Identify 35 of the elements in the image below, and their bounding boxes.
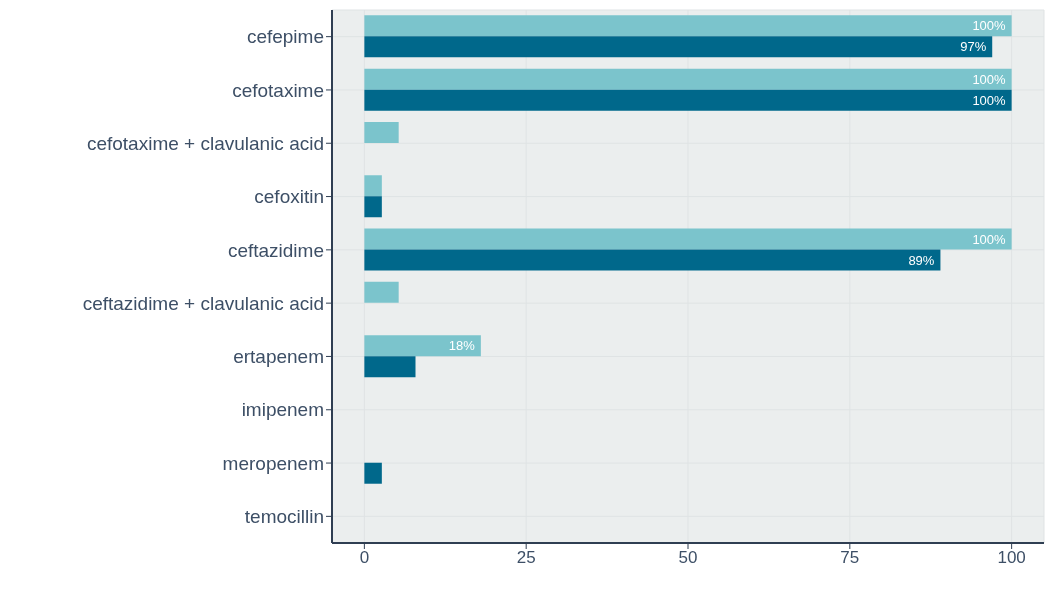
data-label: 89% [908,252,935,268]
x-tick-label: 0 [359,548,370,568]
bar [364,249,941,271]
y-tick-label: ceftazidime + clavulanic acid [82,292,324,314]
bar [364,89,1012,111]
y-tick-label: ertapenem [233,346,324,368]
bar [364,36,993,58]
bar [364,335,481,357]
bar [364,68,1012,90]
bar [364,15,1012,37]
y-tick-label: meropenem [222,452,324,474]
data-label: 97% [960,39,987,55]
bar [364,228,1012,250]
data-label: 100% [972,231,1007,247]
x-tick-label: 50 [678,548,698,568]
y-tick-label: cefoxitin [254,186,324,208]
y-tick-label: cefotaxime + clavulanic acid [86,132,324,154]
y-tick-label: cefepime [246,26,324,48]
data-label: 100% [972,71,1007,87]
y-tick-label: temocillin [244,506,324,528]
x-tick-label: 25 [516,548,536,568]
data-label: 100% [972,18,1007,34]
bar [364,356,416,378]
bar [364,121,399,143]
data-label: 100% [972,92,1007,108]
bar [364,196,382,218]
bar [364,175,382,197]
y-tick-label: ceftazidime [227,239,324,261]
x-tick-label: 75 [840,548,860,568]
bar [364,281,399,303]
bar [364,462,382,484]
data-label: 18% [448,338,476,354]
y-tick-label: imipenem [241,399,324,421]
x-tick-label: 100 [997,548,1026,568]
y-tick-label: cefotaxime [232,79,324,101]
